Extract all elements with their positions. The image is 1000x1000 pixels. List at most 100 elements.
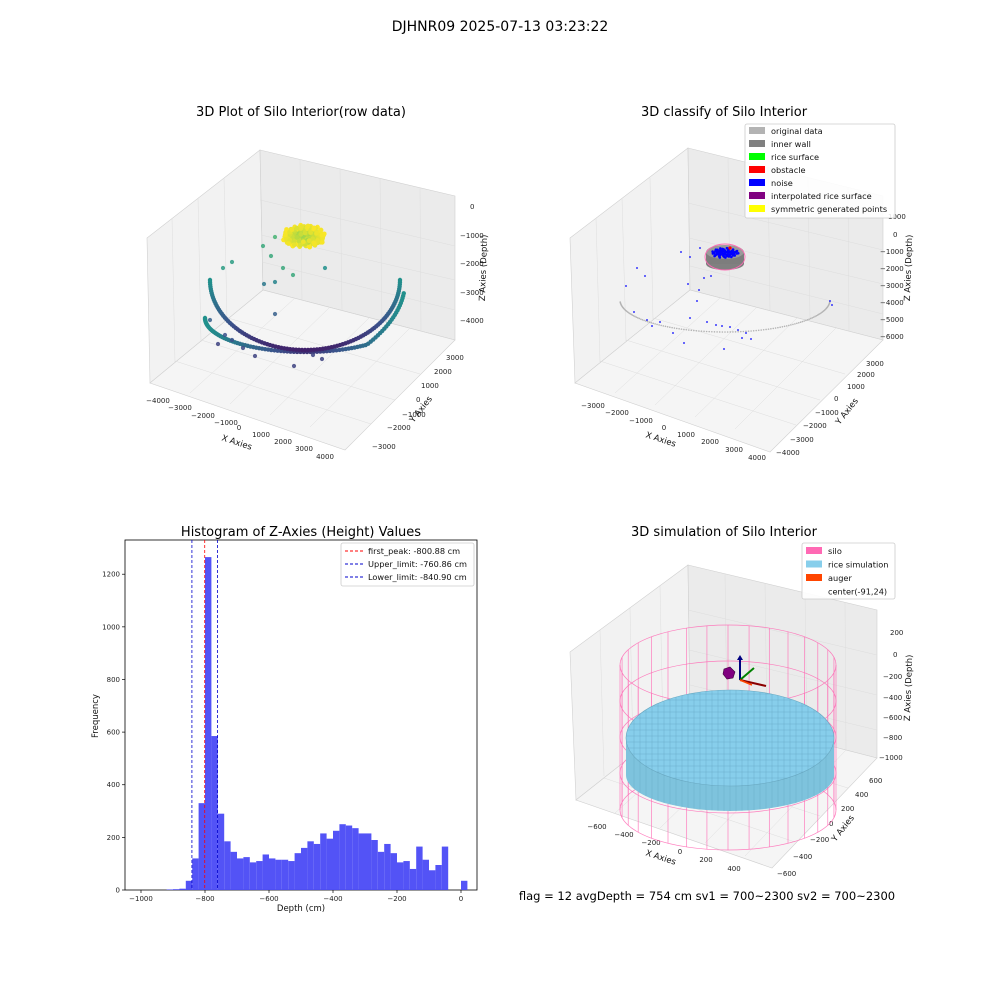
noise-point	[745, 332, 747, 334]
panel-raw-title: 3D Plot of Silo Interior(row data)	[196, 105, 406, 120]
tick-label: −1000	[629, 417, 653, 425]
summary-footer: flag = 12 avgDepth = 754 cm sv1 = 700~23…	[519, 889, 895, 903]
raw-point	[275, 348, 280, 353]
histogram-bar	[435, 865, 442, 890]
tick-label: −600	[587, 823, 606, 831]
histogram-bar	[262, 854, 269, 890]
noise-point	[696, 300, 698, 302]
obstacle-point	[728, 246, 732, 250]
legend-swatch	[749, 127, 765, 134]
y-tick-label: 400	[107, 781, 120, 789]
noise-point	[659, 321, 661, 323]
histogram-bar	[307, 841, 314, 890]
noise-point	[723, 348, 725, 350]
tick-label: 1000	[677, 431, 695, 439]
histogram-bar	[422, 859, 429, 890]
raw-point	[319, 239, 325, 245]
panel-classify-title: 3D classify of Silo Interior	[641, 105, 808, 120]
original-data-point	[660, 324, 662, 327]
original-data-point	[716, 331, 718, 333]
auger-marker	[722, 655, 767, 687]
panel-simulation-xlabel: X Axies	[644, 848, 677, 867]
histogram-bar	[345, 825, 353, 890]
noise-point	[698, 289, 700, 291]
original-data-point	[619, 301, 622, 303]
tick-label: 200	[841, 805, 854, 813]
tick-label: −4000	[146, 397, 170, 405]
tick-label: −200	[810, 836, 829, 844]
raw-point	[310, 352, 316, 358]
histogram-bar	[358, 833, 365, 890]
original-data-point	[650, 321, 653, 324]
x-tick-label: −200	[387, 895, 406, 903]
legend-entry-label: noise	[771, 178, 793, 188]
interpolated-boundary	[704, 243, 746, 271]
original-data-point	[641, 318, 644, 321]
y-tick-label: 1200	[102, 571, 120, 579]
histogram-bar	[294, 853, 301, 890]
original-data-point	[690, 329, 693, 332]
original-data-point	[666, 326, 669, 328]
panel-classify-zlabel: Z Axies (Depth)	[903, 234, 915, 301]
tick-label: 0	[893, 651, 897, 659]
tick-label: 400	[727, 865, 740, 873]
histogram-bar	[205, 557, 212, 890]
original-data-point	[796, 322, 798, 325]
raw-point	[272, 234, 278, 240]
original-data-point	[656, 323, 658, 326]
histogram-bar	[371, 840, 378, 890]
legend-entry-label: symmetric generated points	[771, 204, 887, 214]
tick-label: −1000	[402, 411, 426, 419]
original-data-point	[713, 331, 716, 333]
raw-point-cloud	[202, 222, 406, 369]
x-tick-label: −400	[323, 895, 342, 903]
tick-label: −4000	[880, 299, 904, 307]
legend-entry-label: rice simulation	[828, 560, 888, 570]
histogram-bar	[352, 828, 359, 890]
noise-point	[711, 252, 715, 255]
tick-label: −2000	[191, 412, 215, 420]
noise-point	[729, 326, 731, 328]
raw-point	[291, 238, 297, 244]
noise-point	[725, 254, 729, 257]
raw-point	[290, 272, 296, 278]
original-data-point	[805, 319, 807, 322]
tick-label: −400	[883, 694, 902, 702]
raw-point	[289, 227, 295, 232]
histogram-bar	[301, 847, 308, 890]
tick-label: 0	[678, 848, 682, 856]
noise-point	[713, 254, 716, 258]
tick-label: −4000	[776, 449, 800, 457]
noise-point	[722, 253, 725, 256]
tick-label: 3000	[446, 354, 464, 362]
tick-label: −3000	[581, 402, 605, 410]
tick-label: −2000	[605, 409, 629, 417]
histogram-title: Histogram of Z-Axies (Height) Values	[181, 525, 421, 540]
tick-label: 0	[829, 820, 833, 828]
legend-swatch	[749, 192, 765, 199]
legend-entry-label: silo	[828, 546, 842, 556]
noise-point	[831, 304, 833, 306]
original-data-point	[762, 328, 765, 331]
noise-point	[733, 254, 737, 257]
histogram-bar	[390, 853, 397, 890]
histogram-bar	[461, 880, 468, 890]
noise-point	[725, 246, 729, 250]
original-data-point	[760, 329, 762, 331]
x-tick-label: 0	[459, 895, 463, 903]
panel-histogram: Histogram of Z-Axies (Height) Values −10…	[91, 525, 478, 914]
original-data-point	[788, 324, 790, 327]
original-data-point	[645, 320, 647, 322]
noise-point	[714, 248, 718, 251]
histogram-bar	[224, 841, 231, 890]
panel-simulation-zlabel: Z Axies (Depth)	[903, 654, 915, 721]
tick-label: 3000	[295, 445, 313, 453]
panel-simulation-3d: 3D simulation of Silo Interior −600 −400…	[569, 525, 915, 878]
tick-label: 4000	[748, 454, 766, 462]
tick-label: 0	[470, 203, 474, 211]
histogram-xlabel: Depth (cm)	[277, 904, 325, 914]
tick-label: −2000	[803, 422, 827, 430]
tick-label: 0	[834, 395, 838, 403]
panel-raw-ylabel: Y Axies	[407, 394, 435, 426]
raw-point	[305, 223, 311, 229]
